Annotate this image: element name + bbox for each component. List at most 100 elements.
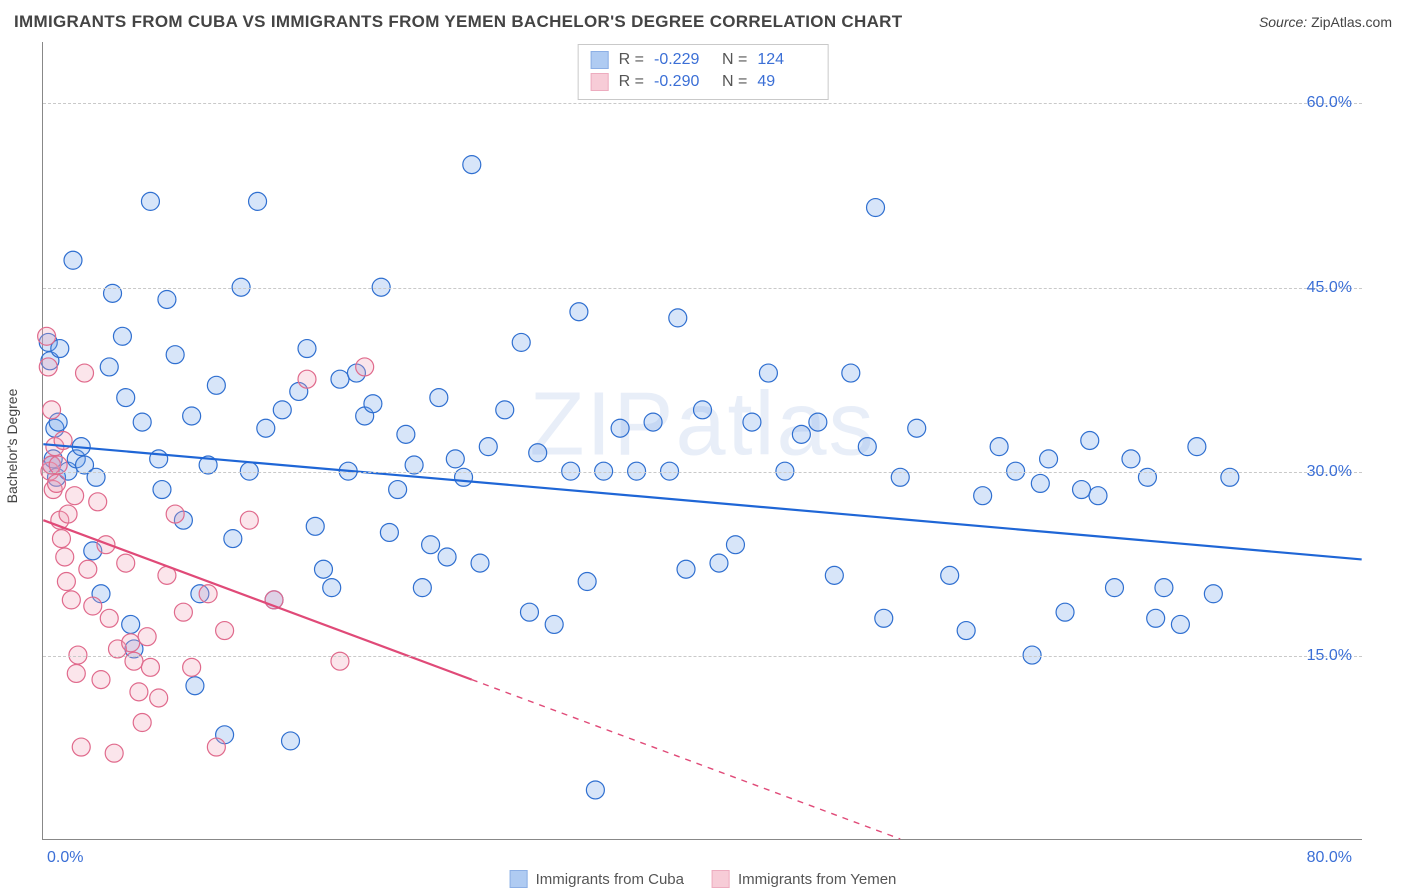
- scatter-point-yemen: [67, 664, 85, 682]
- scatter-point-cuba: [1204, 585, 1222, 603]
- chart-source: Source: ZipAtlas.com: [1259, 14, 1392, 30]
- scatter-point-cuba: [422, 536, 440, 554]
- scatter-point-cuba: [113, 327, 131, 345]
- scatter-point-yemen: [150, 689, 168, 707]
- scatter-point-cuba: [389, 481, 407, 499]
- scatter-point-yemen: [298, 370, 316, 388]
- scatter-point-cuba: [858, 438, 876, 456]
- scatter-point-yemen: [76, 364, 94, 382]
- scatter-point-cuba: [759, 364, 777, 382]
- scatter-point-yemen: [57, 573, 75, 591]
- scatter-point-yemen: [138, 628, 156, 646]
- scatter-point-cuba: [314, 560, 332, 578]
- legend-stat-row-cuba: R =-0.229N =124: [591, 49, 816, 71]
- source-label: Source:: [1259, 14, 1307, 30]
- scatter-point-cuba: [1122, 450, 1140, 468]
- scatter-point-cuba: [1056, 603, 1074, 621]
- scatter-point-yemen: [79, 560, 97, 578]
- source-value: ZipAtlas.com: [1311, 14, 1392, 30]
- chart-svg: [43, 42, 1362, 839]
- scatter-point-yemen: [48, 474, 66, 492]
- scatter-point-cuba: [397, 425, 415, 443]
- scatter-point-cuba: [1073, 481, 1091, 499]
- scatter-point-yemen: [52, 530, 70, 548]
- scatter-point-cuba: [710, 554, 728, 572]
- series-legend-item-yemen: Immigrants from Yemen: [712, 870, 896, 888]
- scatter-point-cuba: [611, 419, 629, 437]
- scatter-point-cuba: [282, 732, 300, 750]
- scatter-point-yemen: [72, 738, 90, 756]
- trend-line-dashed-yemen: [472, 680, 900, 839]
- chart-header: IMMIGRANTS FROM CUBA VS IMMIGRANTS FROM …: [14, 12, 1392, 32]
- scatter-point-cuba: [1089, 487, 1107, 505]
- scatter-point-cuba: [570, 303, 588, 321]
- scatter-point-cuba: [809, 413, 827, 431]
- series-swatch-yemen: [712, 870, 730, 888]
- y-tick-label: 45.0%: [1307, 279, 1352, 297]
- scatter-point-cuba: [908, 419, 926, 437]
- scatter-point-yemen: [62, 591, 80, 609]
- scatter-point-yemen: [130, 683, 148, 701]
- scatter-point-yemen: [100, 609, 118, 627]
- scatter-point-cuba: [694, 401, 712, 419]
- gridline: [43, 472, 1362, 473]
- scatter-point-cuba: [306, 517, 324, 535]
- scatter-point-cuba: [463, 156, 481, 174]
- scatter-point-yemen: [92, 671, 110, 689]
- plot-area: ZIPatlas 15.0%30.0%45.0%60.0%0.0%80.0%: [42, 42, 1362, 840]
- scatter-point-cuba: [677, 560, 695, 578]
- scatter-point-cuba: [479, 438, 497, 456]
- scatter-point-yemen: [84, 597, 102, 615]
- scatter-point-cuba: [586, 781, 604, 799]
- scatter-point-cuba: [974, 487, 992, 505]
- scatter-point-yemen: [141, 658, 159, 676]
- scatter-point-cuba: [186, 677, 204, 695]
- scatter-point-cuba: [166, 346, 184, 364]
- legend-n-label: N =: [722, 73, 747, 91]
- scatter-point-cuba: [413, 579, 431, 597]
- scatter-point-cuba: [957, 622, 975, 640]
- scatter-point-cuba: [578, 573, 596, 591]
- scatter-point-cuba: [1188, 438, 1206, 456]
- scatter-point-cuba: [153, 481, 171, 499]
- scatter-point-cuba: [512, 333, 530, 351]
- scatter-point-cuba: [1171, 615, 1189, 633]
- scatter-point-yemen: [66, 487, 84, 505]
- scatter-point-cuba: [117, 389, 135, 407]
- legend-n-label: N =: [722, 51, 747, 69]
- gridline: [43, 656, 1362, 657]
- scatter-point-cuba: [141, 192, 159, 210]
- scatter-point-cuba: [133, 413, 151, 431]
- scatter-point-cuba: [380, 523, 398, 541]
- scatter-point-cuba: [150, 450, 168, 468]
- scatter-point-yemen: [39, 358, 57, 376]
- scatter-point-cuba: [867, 199, 885, 217]
- scatter-point-cuba: [122, 615, 140, 633]
- chart-title: IMMIGRANTS FROM CUBA VS IMMIGRANTS FROM …: [14, 12, 902, 32]
- scatter-point-cuba: [520, 603, 538, 621]
- legend-stat-row-yemen: R =-0.290N =49: [591, 71, 816, 93]
- scatter-point-cuba: [726, 536, 744, 554]
- series-label-cuba: Immigrants from Cuba: [536, 871, 684, 888]
- legend-n-value: 124: [757, 51, 815, 69]
- scatter-point-cuba: [1147, 609, 1165, 627]
- scatter-point-cuba: [1040, 450, 1058, 468]
- scatter-point-cuba: [298, 340, 316, 358]
- scatter-point-yemen: [89, 493, 107, 511]
- scatter-point-cuba: [273, 401, 291, 419]
- scatter-point-yemen: [240, 511, 258, 529]
- scatter-point-yemen: [38, 327, 56, 345]
- scatter-point-cuba: [1031, 474, 1049, 492]
- scatter-point-yemen: [207, 738, 225, 756]
- correlation-legend: R =-0.229N =124R =-0.290N =49: [578, 44, 829, 100]
- scatter-point-yemen: [105, 744, 123, 762]
- scatter-point-yemen: [133, 714, 151, 732]
- legend-r-value: -0.290: [654, 73, 712, 91]
- series-label-yemen: Immigrants from Yemen: [738, 871, 896, 888]
- y-axis-title: Bachelor's Degree: [4, 389, 20, 504]
- scatter-point-cuba: [158, 291, 176, 309]
- x-tick-left: 0.0%: [47, 849, 83, 867]
- scatter-point-yemen: [122, 634, 140, 652]
- scatter-point-yemen: [56, 548, 74, 566]
- scatter-point-yemen: [199, 585, 217, 603]
